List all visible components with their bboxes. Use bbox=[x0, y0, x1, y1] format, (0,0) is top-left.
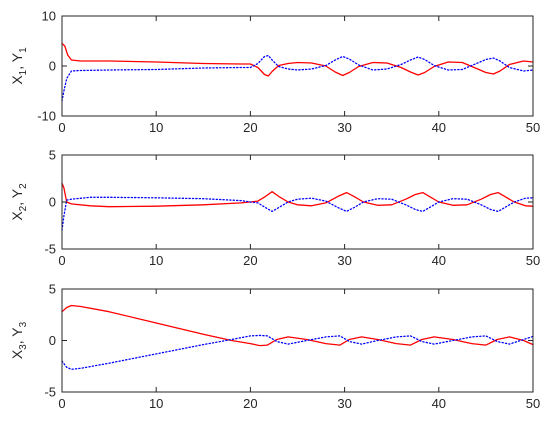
x-tick-label: 0 bbox=[58, 396, 65, 411]
series-line-1 bbox=[61, 182, 534, 208]
x-tick-label: 50 bbox=[526, 396, 540, 411]
x-tick-label: 50 bbox=[526, 120, 540, 135]
x-tick-label: 40 bbox=[432, 396, 446, 411]
x-tick-label: 50 bbox=[526, 253, 540, 268]
x-tick-label: 30 bbox=[337, 396, 351, 411]
y-tick-label: 5 bbox=[49, 148, 56, 163]
x-tick-label: 20 bbox=[243, 120, 257, 135]
y-axis-label: X2, Y2 bbox=[9, 183, 29, 221]
x-tick-label: 10 bbox=[149, 120, 163, 135]
series-line-1 bbox=[61, 42, 534, 77]
series-line-2 bbox=[61, 334, 534, 370]
series-line-1 bbox=[61, 304, 534, 347]
x-tick-label: 40 bbox=[432, 120, 446, 135]
y-axis-label: X3, Y3 bbox=[9, 321, 29, 359]
y-tick-label: -5 bbox=[44, 242, 56, 257]
y-tick-label: 0 bbox=[49, 195, 56, 210]
y-axis-label: X1, Y1 bbox=[9, 47, 29, 85]
y-tick-label: -10 bbox=[37, 109, 56, 124]
x-tick-label: 30 bbox=[337, 120, 351, 135]
x-tick-label: 0 bbox=[58, 120, 65, 135]
x-tick-label: 10 bbox=[149, 253, 163, 268]
y-tick-label: 0 bbox=[49, 333, 56, 348]
series-line-2 bbox=[61, 196, 534, 231]
x-tick-label: 20 bbox=[243, 253, 257, 268]
series-line-2 bbox=[61, 54, 534, 102]
x-tick-label: 10 bbox=[149, 396, 163, 411]
x-tick-label: 0 bbox=[58, 253, 65, 268]
x-tick-label: 40 bbox=[432, 253, 446, 268]
y-tick-label: 5 bbox=[49, 282, 56, 297]
x-tick-label: 30 bbox=[337, 253, 351, 268]
y-tick-label: 10 bbox=[42, 9, 56, 24]
y-tick-label: 0 bbox=[49, 59, 56, 74]
x-tick-label: 20 bbox=[243, 396, 257, 411]
y-tick-label: -5 bbox=[44, 385, 56, 400]
